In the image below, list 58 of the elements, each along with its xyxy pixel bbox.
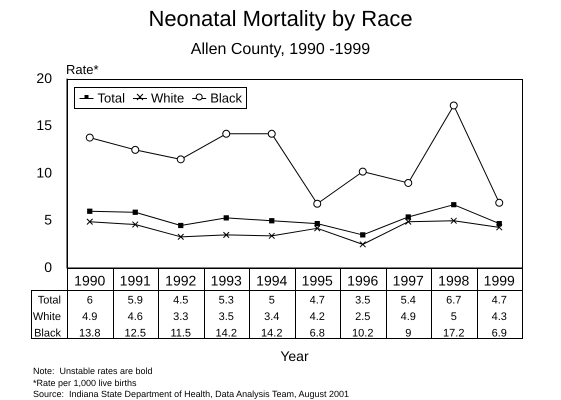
data-label: 17.2 xyxy=(443,328,464,340)
legend-label: Black xyxy=(210,90,242,106)
chart-subtitle: Allen County, 1990 -1999 xyxy=(190,41,372,58)
x-tick-label: 1993 xyxy=(210,272,242,288)
data-label: 6.9 xyxy=(492,328,507,340)
data-label: 2.5 xyxy=(355,311,370,324)
data-label: 3.5 xyxy=(218,311,234,324)
x-axis-title: Year xyxy=(279,348,310,364)
data-label: 10.2 xyxy=(352,328,374,340)
data-label: 4.3 xyxy=(492,311,507,324)
data-label: 9 xyxy=(405,328,412,340)
x-tick-label: 1994 xyxy=(256,272,288,288)
data-label: 5 xyxy=(450,311,457,324)
y-axis-title: Rate* xyxy=(66,62,99,77)
data-label: 5.3 xyxy=(218,294,234,307)
data-label: 14.2 xyxy=(261,328,282,340)
text: Black xyxy=(34,328,61,340)
data-label: 3.3 xyxy=(173,311,188,324)
data-label: 3.5 xyxy=(355,294,370,307)
data-label: 12.5 xyxy=(124,328,146,340)
chart-title: Neonatal Mortality by Race xyxy=(147,6,414,31)
data-label: 4.2 xyxy=(310,311,325,324)
data-label: 13.8 xyxy=(79,328,100,340)
data-label: 4.9 xyxy=(82,311,98,324)
text: Note: Unstable rates are bold xyxy=(33,366,153,376)
text: White xyxy=(32,311,61,324)
data-label: 4.7 xyxy=(492,294,507,307)
text: Total xyxy=(38,294,61,307)
legend-label: White xyxy=(150,90,184,106)
data-label: 4.6 xyxy=(128,311,143,324)
data-label: 4.9 xyxy=(400,311,416,324)
x-tick-label: 1998 xyxy=(438,272,470,288)
x-tick-label: 1999 xyxy=(484,272,516,288)
y-tick-label: 15 xyxy=(36,117,52,134)
y-tick-label: 0 xyxy=(44,258,52,275)
x-tick-label: 1997 xyxy=(392,272,424,288)
data-label: 11.5 xyxy=(170,328,192,340)
data-label: 5 xyxy=(268,294,275,307)
data-label: 4.7 xyxy=(310,294,325,307)
text: *Rate per 1,000 live births xyxy=(33,378,137,388)
x-tick-label: 1996 xyxy=(347,272,379,288)
data-label: 6.8 xyxy=(310,328,325,340)
data-label: 5.9 xyxy=(128,294,143,307)
data-label: 4.5 xyxy=(173,294,188,307)
x-tick-label: 1992 xyxy=(165,272,197,288)
x-tick-label: 1995 xyxy=(302,272,334,288)
data-label: 3.4 xyxy=(264,311,280,324)
y-tick-label: 5 xyxy=(44,212,52,228)
x-tick-label: 1991 xyxy=(120,272,152,288)
legend-label: Total xyxy=(98,90,126,106)
y-tick-label: 20 xyxy=(36,70,52,86)
y-tick-label: 10 xyxy=(36,164,52,180)
x-tick-label: 1990 xyxy=(74,272,106,288)
data-label: 5.4 xyxy=(400,294,416,307)
data-label: 6.7 xyxy=(446,294,462,307)
data-label: 6 xyxy=(86,294,93,307)
data-label: 14.2 xyxy=(216,328,237,340)
source-note: Source: Indiana State Department of Health, Data Analysis Team, August 2001 xyxy=(33,389,350,399)
